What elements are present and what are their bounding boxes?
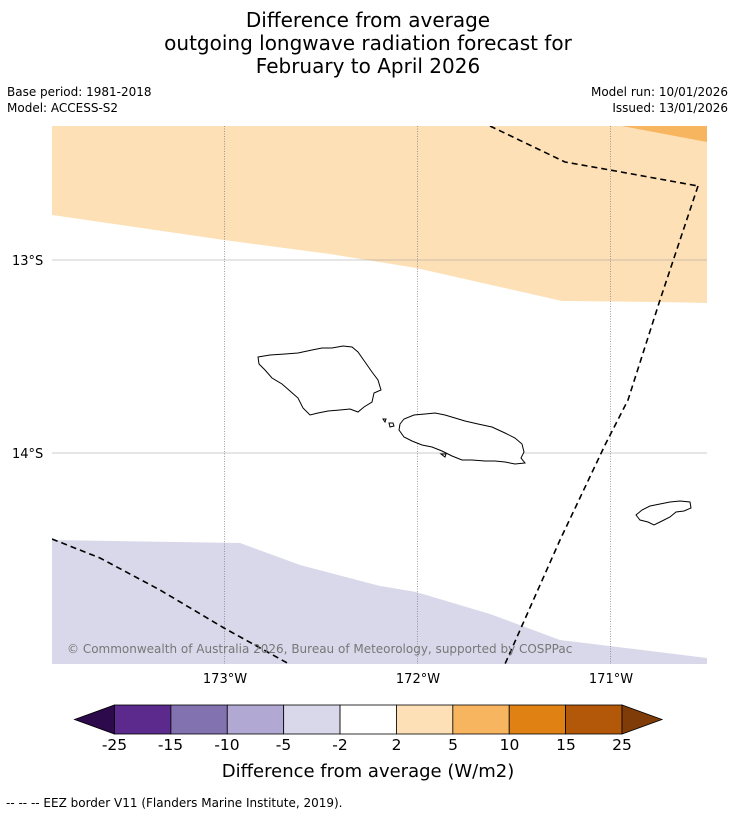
eez-border-lines <box>52 126 699 664</box>
upolu-small-islet <box>439 453 447 458</box>
colorbar-swatch <box>396 704 454 735</box>
colorbar-swatch <box>508 704 567 735</box>
colorbar-extend-high <box>621 704 664 735</box>
colorbar-swatch <box>170 704 228 735</box>
meta-right: Model run: 10/01/2026 Issued: 13/01/2026 <box>591 84 728 116</box>
apolima-manono-islet <box>382 418 387 424</box>
coastlines <box>257 345 692 526</box>
savaii-island-outline <box>257 345 382 416</box>
colorbar-label: 15 <box>556 736 576 754</box>
anomaly-area-positive <box>52 126 707 303</box>
map-panel: © Commonwealth of Australia 2026, Bureau… <box>52 126 707 664</box>
eez-border-southwest <box>52 538 291 664</box>
lat-label-13s: 13°S <box>12 254 43 269</box>
axis-labels: 13°S 14°S 173°W 172°W 171°W <box>12 254 633 687</box>
colorbar-extend-low <box>73 704 115 735</box>
model-run: Model run: 10/01/2026 <box>590 85 728 99</box>
manono-islet <box>388 422 395 428</box>
colorbar-swatch <box>226 704 285 735</box>
colorbar-swatch <box>114 704 172 735</box>
base-period: Base period: 1981-2018 <box>7 85 152 99</box>
colorbar-label: 2 <box>391 736 402 754</box>
colorbar-swatch <box>565 704 623 735</box>
lon-label-173w: 173°W <box>203 672 247 687</box>
colorbar-swatch <box>283 704 341 735</box>
colorbar-label: -25 <box>101 736 128 754</box>
colorbar-label: 10 <box>499 736 520 754</box>
title-line-3: February to April 2026 <box>255 54 481 78</box>
colorbar-label: 25 <box>612 736 632 754</box>
eez-legend-note: -- -- -- EEZ border V11 (Flanders Marine… <box>6 796 343 810</box>
colorbar-swatch <box>452 704 510 735</box>
colorbar-label: -5 <box>275 736 292 754</box>
colorbar-label: -15 <box>157 736 184 754</box>
issued-date: Issued: 13/01/2026 <box>612 101 728 115</box>
colorbar <box>73 704 664 735</box>
copyright-notice: © Commonwealth of Australia 2026, Bureau… <box>67 642 572 656</box>
lon-label-171w: 171°W <box>589 672 633 687</box>
title-line-2: outgoing longwave radiation forecast for <box>164 31 572 55</box>
lon-label-172w: 172°W <box>396 672 440 687</box>
tutuila-island-outline <box>635 500 692 526</box>
colorbar-label: -2 <box>332 736 348 754</box>
upolu-island-outline <box>398 412 526 465</box>
anomaly-area-negative <box>52 540 707 664</box>
colorbar-swatch <box>339 704 397 735</box>
eez-border-north <box>489 126 699 187</box>
anomaly-area-positive-stronger <box>622 126 707 142</box>
colorbar-label: 5 <box>448 736 458 754</box>
title-line-1: Difference from average <box>245 8 491 32</box>
colorbar-label: -10 <box>214 736 240 754</box>
colorbar-title: Difference from average (W/m2) <box>221 761 515 782</box>
graticule <box>52 126 707 664</box>
eez-border-east <box>504 185 699 664</box>
meta-left: Base period: 1981-2018 Model: ACCESS-S2 <box>7 84 152 116</box>
lat-label-14s: 14°S <box>12 447 43 462</box>
model-name: Model: ACCESS-S2 <box>7 101 119 115</box>
